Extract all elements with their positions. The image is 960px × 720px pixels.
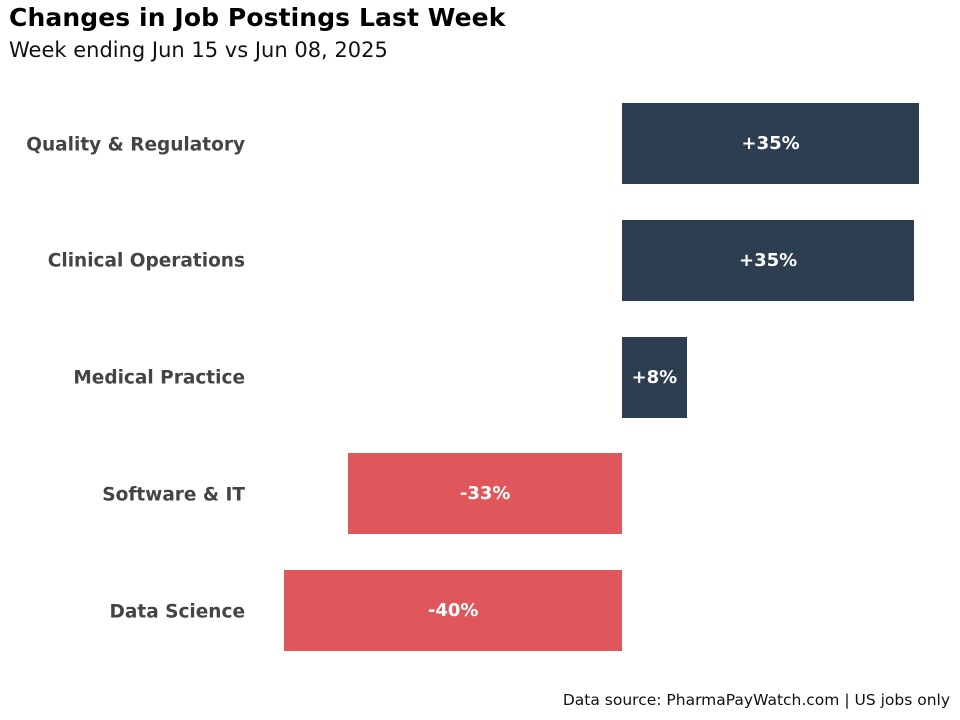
bar-quality-regulatory: +35% <box>622 103 920 184</box>
chart-title: Changes in Job Postings Last Week <box>9 3 506 32</box>
bar-value-label: -33% <box>459 483 511 505</box>
bar-clinical-operations: +35% <box>622 219 915 301</box>
bar-value-label: +35% <box>739 249 798 271</box>
bar-value-label: -40% <box>427 600 479 622</box>
category-label: Quality & Regulatory <box>26 134 245 155</box>
bar-value-label: +35% <box>741 133 800 154</box>
category-label: Data Science <box>109 601 245 623</box>
data-source-note: Data source: PharmaPayWatch.com | US job… <box>562 691 950 709</box>
category-label: Software & IT <box>102 484 245 506</box>
bar-software-it: -33% <box>348 453 622 535</box>
category-label: Medical Practice <box>73 367 245 389</box>
bar-value-label: +8% <box>631 366 678 388</box>
chart-subtitle: Week ending Jun 15 vs Jun 08, 2025 <box>9 38 388 62</box>
bar-medical-practice: +8% <box>622 336 687 418</box>
bar-data-science: -40% <box>284 570 622 652</box>
category-label: Clinical Operations <box>47 250 245 272</box>
